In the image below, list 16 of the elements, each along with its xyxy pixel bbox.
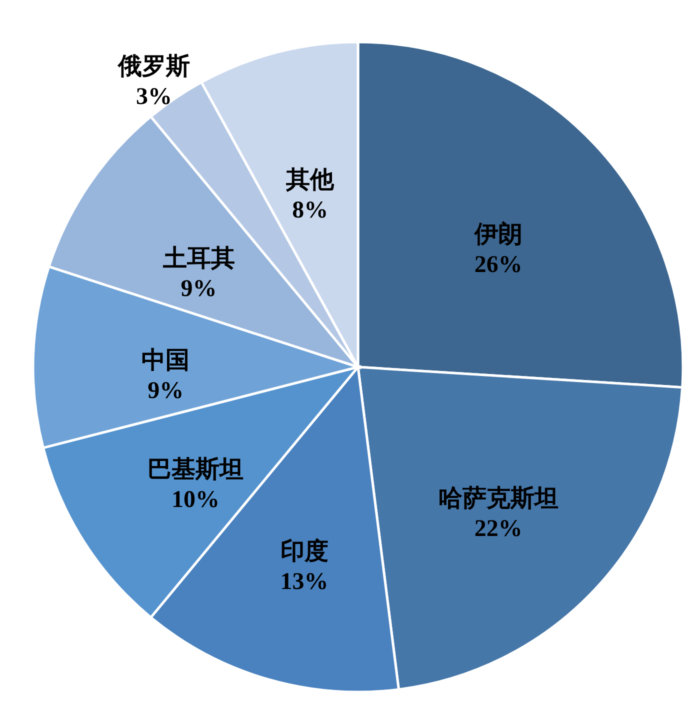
data-label: 13% bbox=[280, 568, 328, 595]
slice-label: 其他 bbox=[285, 166, 336, 194]
slice-label: 中国 bbox=[142, 346, 190, 374]
data-label: 26% bbox=[474, 252, 522, 278]
slice-label: 俄罗斯 bbox=[116, 52, 190, 80]
slice-label: 哈萨克斯坦 bbox=[438, 484, 558, 512]
data-label: 10% bbox=[171, 487, 220, 514]
data-label: 8% bbox=[292, 198, 328, 224]
slice-label: 印度 bbox=[280, 538, 328, 565]
slice-label: 巴基斯坦 bbox=[147, 456, 244, 484]
slice-label: 土耳其 bbox=[162, 244, 235, 272]
data-label: 22% bbox=[474, 516, 522, 542]
data-label: 9% bbox=[148, 378, 184, 404]
slice-label: 伊朗 bbox=[473, 221, 522, 248]
data-label: 3% bbox=[136, 84, 172, 110]
data-label: 9% bbox=[180, 276, 217, 302]
